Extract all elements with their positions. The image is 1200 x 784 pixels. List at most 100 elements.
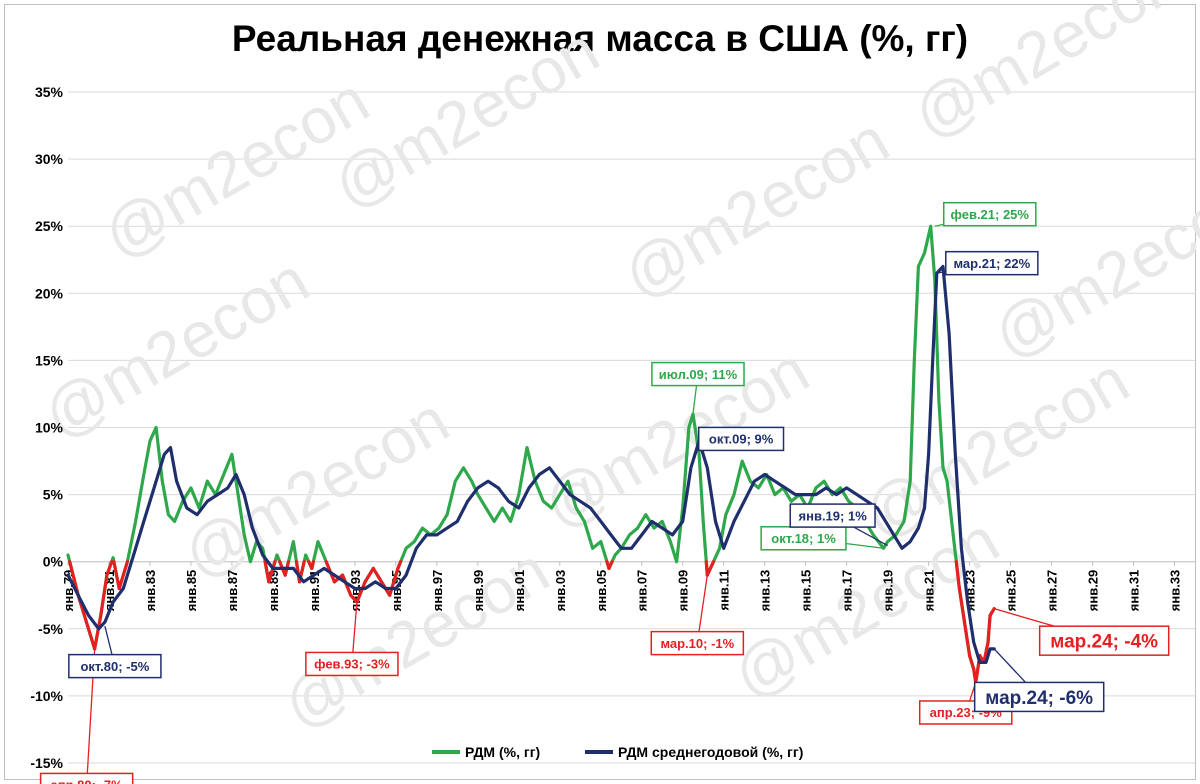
y-tick-label: -10% xyxy=(30,688,63,704)
annotation-label: фев.93; -3% xyxy=(314,657,390,672)
x-tick-label: янв.11 xyxy=(717,570,732,611)
x-tick-label: янв.27 xyxy=(1045,570,1060,612)
watermark-text: @m2econ xyxy=(271,533,560,742)
negative-segment xyxy=(371,566,384,584)
x-tick-label: янв.03 xyxy=(553,570,568,612)
y-tick-label: 10% xyxy=(35,420,64,436)
negative-segment xyxy=(988,607,996,617)
negative-segment xyxy=(86,627,97,651)
x-tick-label: янв.13 xyxy=(758,570,773,612)
watermark-text: @m2econ xyxy=(31,243,320,452)
y-tick-label: 35% xyxy=(35,84,64,100)
annotation-label: окт.80; -5% xyxy=(80,659,149,674)
annotation: мар.10; -1% xyxy=(650,575,745,656)
negative-segment xyxy=(310,560,315,571)
annotation-box xyxy=(650,630,745,656)
annotation-label: июл.09; 11% xyxy=(659,367,738,382)
x-axis-ticks: янв.79 янв.81 янв.83 янв.85 янв.87 янв.89 янв.… xyxy=(61,561,1183,612)
annotation-box xyxy=(651,361,745,387)
negative-segment xyxy=(396,560,403,571)
negative-segment xyxy=(986,613,992,644)
x-tick-label: янв.09 xyxy=(676,570,691,612)
annotation-label: апр.80; -7% xyxy=(51,778,124,784)
negative-segment xyxy=(982,640,990,664)
x-tick-label: янв.99 xyxy=(471,570,486,612)
y-tick-label: -5% xyxy=(38,621,63,637)
y-tick-label: -15% xyxy=(30,755,63,771)
negative-segment xyxy=(99,573,109,617)
annotation: фев.93; -3% xyxy=(305,601,399,677)
y-tick-label: 0% xyxy=(43,554,64,570)
y-tick-label: 25% xyxy=(35,218,64,234)
annotation: окт.80; -5% xyxy=(68,625,162,679)
x-tick-label: янв.95 xyxy=(389,570,404,612)
x-tick-label: янв.83 xyxy=(143,570,158,612)
negative-segment xyxy=(267,560,277,584)
negative-segment xyxy=(355,580,367,604)
watermark-text: @m2econ xyxy=(901,0,1190,152)
annotation-box xyxy=(789,503,876,528)
annotation-box xyxy=(1038,625,1170,656)
x-tick-label: янв.29 xyxy=(1086,570,1101,612)
annotation-label: мар.24; -6% xyxy=(985,688,1093,709)
annotation-label: окт.09; 9% xyxy=(709,432,774,447)
annotation: мар.24; -6% xyxy=(973,648,1105,713)
x-tick-label: янв.25 xyxy=(1004,570,1019,612)
negative-segment xyxy=(93,613,103,651)
watermark-text: @m2econ xyxy=(611,103,900,312)
negative-segment xyxy=(340,573,353,597)
legend-label-2: РДМ среднегодовой (%, гг) xyxy=(618,744,803,760)
y-axis-ticks: 35% 30% 25% 20% 15% 10% 5% 0% -5% -10% -15% xyxy=(30,84,63,771)
legend-label-1: РДМ (%, гг) xyxy=(465,744,540,760)
y-tick-label: 15% xyxy=(35,352,64,368)
annotation: июл.09; 11% xyxy=(651,361,745,415)
negative-segment xyxy=(607,560,614,571)
annotations: апр.80; -7% окт.80; -5% фев.93; -3% июл.09;… xyxy=(39,201,1170,784)
gridlines xyxy=(68,91,1195,764)
x-tick-label: янв.15 xyxy=(799,570,814,612)
watermarks: @m2econ@m2econ @m2econ@m2econ@m2econ@m2ec… xyxy=(31,0,1200,742)
watermark-text: @m2econ xyxy=(171,383,460,592)
y-tick-label: 5% xyxy=(43,487,64,503)
x-tick-label: янв.97 xyxy=(430,570,445,612)
x-tick-label: янв.01 xyxy=(512,570,527,612)
negative-segment xyxy=(957,586,968,631)
annotation-box xyxy=(942,201,1037,227)
annotation-box xyxy=(945,250,1039,276)
annotation: фев.21; 25% xyxy=(934,201,1037,227)
annotation-box xyxy=(305,651,399,677)
x-tick-label: янв.91 xyxy=(307,570,322,612)
negative-segment xyxy=(705,560,716,577)
annotation-box xyxy=(68,653,162,679)
negative-segment xyxy=(388,566,400,597)
x-tick-label: янв.21 xyxy=(922,570,937,612)
annotation: янв.19; 1% xyxy=(789,503,888,547)
annotation-label: янв.19; 1% xyxy=(799,508,868,523)
x-tick-label: янв.87 xyxy=(225,570,240,612)
annotation-label: окт.18; 1% xyxy=(771,531,836,546)
x-tick-label: янв.33 xyxy=(1168,570,1183,612)
annotation: окт.09; 9% xyxy=(697,426,785,452)
x-tick-label: янв.05 xyxy=(594,570,609,612)
negative-segment xyxy=(112,560,121,591)
x-tick-label: янв.19 xyxy=(881,570,896,612)
legend: РДМ (%, гг) РДМ среднегодовой (%, гг) xyxy=(432,744,803,760)
annotation: мар.24; -4% xyxy=(994,608,1170,656)
annotation-label: мар.10; -1% xyxy=(660,636,734,651)
watermark-text: @m2econ xyxy=(851,343,1140,552)
annotation-label: фев.21; 25% xyxy=(951,207,1030,222)
series-lines xyxy=(66,224,996,685)
negative-segment xyxy=(967,654,976,671)
annotation-label: мар.21; 22% xyxy=(953,256,1030,271)
x-tick-label: янв.93 xyxy=(348,570,363,612)
chart-title: Реальная денежная масса в США (%, гг) xyxy=(231,18,969,59)
negative-segment xyxy=(117,560,130,591)
annotation-box xyxy=(697,426,785,452)
annotation-box xyxy=(973,681,1105,713)
series-line-2 xyxy=(66,264,996,664)
annotation: мар.21; 22% xyxy=(936,250,1039,276)
negative-segment xyxy=(105,560,114,577)
chart-frame xyxy=(4,4,1196,780)
x-tick-label: янв.85 xyxy=(184,570,199,612)
